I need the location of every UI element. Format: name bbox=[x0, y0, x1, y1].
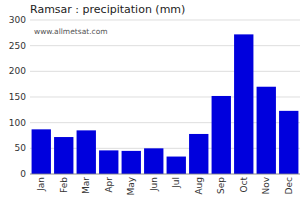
y-tick-label: 250 bbox=[9, 41, 26, 51]
y-tick-label: 300 bbox=[9, 15, 26, 25]
chart-container: 0 50 100 150 200 250 300 Jan Feb Mar Apr May Jun Jul A… bbox=[0, 0, 306, 200]
bar bbox=[189, 134, 208, 174]
bar bbox=[144, 148, 163, 174]
bar bbox=[99, 150, 118, 174]
bar bbox=[257, 87, 276, 174]
x-tick-label: Mar bbox=[81, 177, 91, 194]
x-tick-label: Jul bbox=[171, 177, 181, 189]
y-tick-label: 150 bbox=[9, 92, 26, 102]
grid-line bbox=[30, 20, 300, 21]
bar bbox=[167, 157, 186, 174]
x-tick-label: Oct bbox=[239, 177, 249, 193]
x-tick-label: May bbox=[126, 176, 136, 195]
bar bbox=[77, 130, 96, 174]
bar bbox=[279, 111, 298, 174]
annotation: www.allmetsat.com bbox=[34, 27, 108, 36]
x-axis-line bbox=[30, 174, 300, 175]
y-tick-label: 0 bbox=[20, 169, 26, 179]
bar bbox=[212, 96, 231, 174]
x-axis: Jan Feb Mar Apr May Jun Jul Aug Sep Oct Nov Dec bbox=[36, 176, 294, 195]
grid bbox=[30, 20, 300, 174]
chart-svg: 0 50 100 150 200 250 300 Jan Feb Mar Apr May Jun Jul A… bbox=[0, 0, 306, 200]
bar bbox=[234, 34, 253, 174]
x-tick-label: Sep bbox=[216, 177, 226, 194]
y-tick-label: 100 bbox=[9, 118, 26, 128]
x-tick-label: Apr bbox=[104, 177, 114, 193]
bar bbox=[122, 151, 141, 174]
x-tick-label: Feb bbox=[59, 177, 69, 193]
bars bbox=[32, 34, 299, 174]
y-tick-label: 50 bbox=[15, 143, 27, 153]
bar bbox=[32, 129, 51, 174]
x-tick-label: Aug bbox=[194, 177, 204, 195]
x-tick-label: Dec bbox=[284, 177, 294, 194]
x-tick-label: Jan bbox=[36, 177, 46, 192]
y-axis: 0 50 100 150 200 250 300 bbox=[9, 15, 26, 179]
y-tick-label: 200 bbox=[9, 66, 26, 76]
title: Ramsar : precipitation (mm) bbox=[30, 3, 185, 16]
grid-line bbox=[30, 45, 300, 46]
grid-line bbox=[30, 71, 300, 72]
grid-line bbox=[30, 174, 300, 175]
x-tick-label: Nov bbox=[261, 176, 271, 194]
bar bbox=[54, 137, 73, 174]
x-tick-label: Jun bbox=[149, 177, 159, 192]
